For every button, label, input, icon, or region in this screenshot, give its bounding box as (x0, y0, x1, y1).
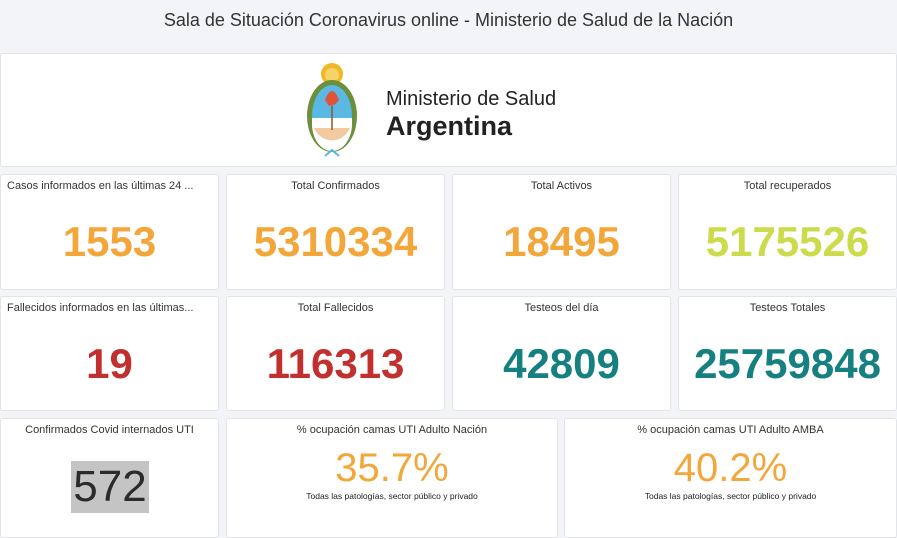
card-value: 42809 (503, 340, 620, 387)
card-fallecidos-24h[interactable]: Fallecidos informados en las últimas... … (0, 296, 219, 411)
card-total-confirmados[interactable]: Total Confirmados 5310334 (226, 174, 445, 290)
card-label: Casos informados en las últimas 24 ... (7, 180, 194, 192)
card-value: 5175526 (705, 218, 870, 265)
card-testeos-dia[interactable]: Testeos del día 42809 (452, 296, 671, 411)
card-ocupacion-amba[interactable]: % ocupación camas UTI Adulto AMBA 40.2% … (564, 418, 897, 538)
card-value: 5310334 (253, 218, 418, 265)
card-label: Confirmados Covid internados UTI (25, 424, 194, 436)
card-casos-24h[interactable]: Casos informados en las últimas 24 ... 1… (0, 174, 219, 290)
card-label: Testeos Totales (749, 302, 826, 314)
card-value: 19 (86, 340, 133, 387)
coat-of-arms-icon (307, 63, 357, 157)
card-note: Todas las patologías, sector público y p… (644, 491, 817, 501)
card-value: 1553 (62, 218, 157, 265)
card-value: 572 (71, 461, 149, 513)
card-ocupacion-nacion[interactable]: % ocupación camas UTI Adulto Nación 35.7… (226, 418, 558, 538)
card-total-fallecidos[interactable]: Total Fallecidos 116313 (226, 296, 445, 411)
card-label: Total Activos (530, 180, 593, 192)
card-internados-uti[interactable]: Confirmados Covid internados UTI 572 (0, 418, 219, 538)
card-note: Todas las patologías, sector público y p… (306, 491, 478, 501)
card-value: 25759848 (694, 340, 881, 387)
card-label: Testeos del día (524, 302, 599, 314)
card-value: 40.2% (673, 446, 788, 490)
card-label: Total recuperados (743, 180, 832, 192)
logo-line1: Ministerio de Salud (386, 88, 557, 110)
logo-line2: Argentina (386, 111, 513, 141)
card-testeos-totales[interactable]: Testeos Totales 25759848 (678, 296, 897, 411)
card-total-recuperados[interactable]: Total recuperados 5175526 (678, 174, 897, 290)
card-label: % ocupación camas UTI Adulto Nación (296, 424, 488, 436)
card-label: % ocupación camas UTI Adulto AMBA (637, 424, 824, 436)
card-value: 116313 (266, 340, 405, 387)
card-value: 35.7% (335, 446, 449, 490)
logo-banner: Ministerio de Salud Argentina (0, 53, 897, 167)
page-title: Sala de Situación Coronavirus online - M… (163, 10, 734, 30)
card-label: Fallecidos informados en las últimas... (7, 302, 194, 314)
card-label: Total Confirmados (291, 180, 380, 192)
card-total-activos[interactable]: Total Activos 18495 (452, 174, 671, 290)
card-label: Total Fallecidos (297, 302, 374, 314)
card-value: 18495 (503, 218, 620, 265)
